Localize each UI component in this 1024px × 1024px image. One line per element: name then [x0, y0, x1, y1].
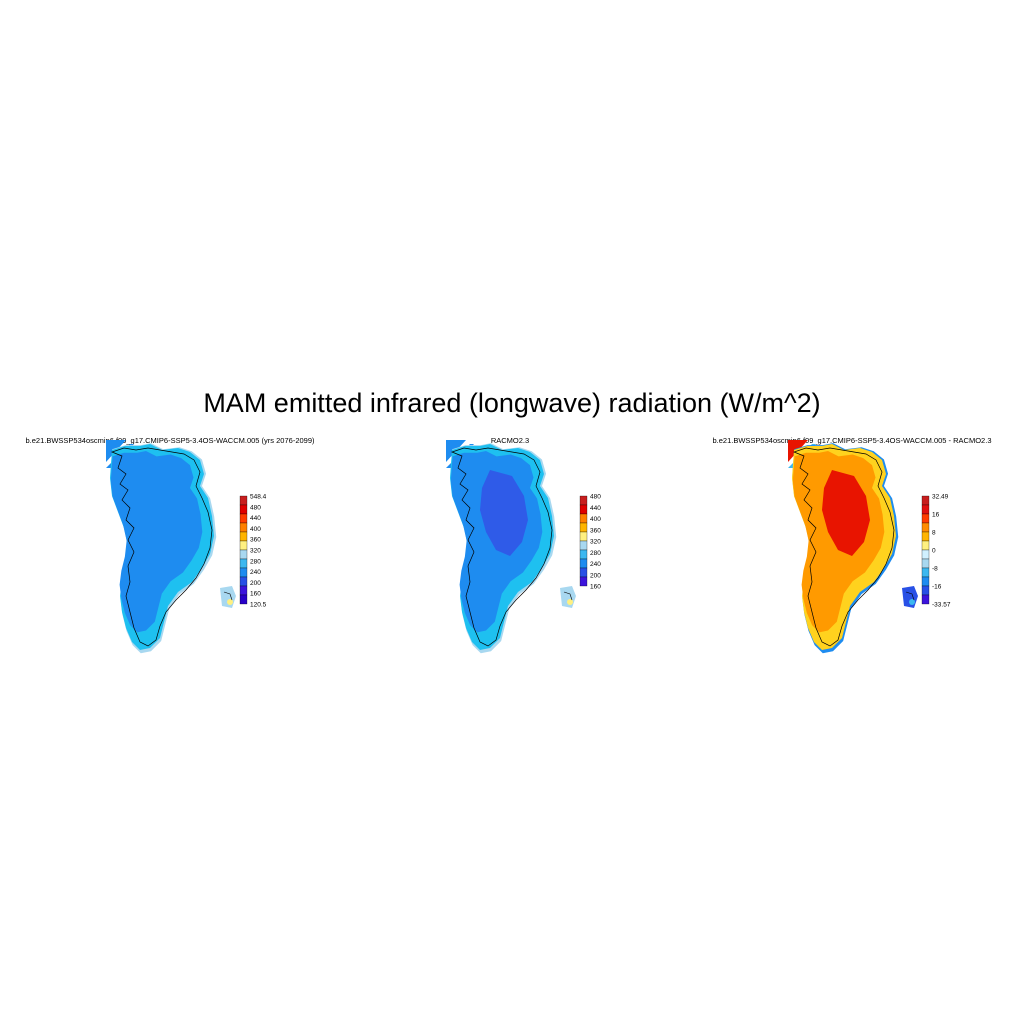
- colorbar-box: [921, 567, 930, 578]
- colorbar-tick-label: -8: [932, 566, 938, 573]
- island-coastline: [905, 591, 915, 601]
- colorbar-tick-label: 440: [250, 515, 261, 522]
- colorbar-box: [239, 540, 248, 551]
- panel-title-difference: b.e21.BWSSP534oscmip6.f09_g17.CMIP6-SSP5…: [712, 436, 992, 445]
- colorbar-tick-label: 548.4: [250, 494, 267, 501]
- colorbar-box: [239, 567, 248, 578]
- colorbar-box: [579, 513, 588, 524]
- colorbar-box: [921, 531, 930, 542]
- colorbar-box: [239, 495, 248, 506]
- colorbar-tick-label: 360: [590, 527, 601, 534]
- colorbar-tick-label: 360: [250, 537, 261, 544]
- panel-title-racmo: RACMO2.3: [490, 436, 530, 445]
- colorbar-tick-label: 280: [250, 558, 261, 565]
- coastline-contour: [792, 447, 895, 647]
- panel-title-model: b.e21.BWSSP534oscmip6.f09_g17.CMIP6-SSP5…: [25, 436, 315, 445]
- colorbar-tick-label: 440: [590, 505, 601, 512]
- island-highlight: [909, 599, 915, 605]
- colorbar-box: [921, 558, 930, 569]
- panel-model: b.e21.BWSSP534oscmip6.f09_g17.CMIP6-SSP5…: [0, 436, 340, 666]
- colorbar-box: [579, 576, 588, 587]
- colorbar-tick-label: 200: [590, 572, 601, 579]
- colorbar-box: [579, 540, 588, 551]
- island-highlight: [227, 599, 233, 605]
- colorbar-tick-label: 280: [590, 550, 601, 557]
- colorbar-box: [579, 504, 588, 515]
- figure-title: MAM emitted infrared (longwave) radiatio…: [203, 388, 821, 418]
- panel-difference: b.e21.BWSSP534oscmip6.f09_g17.CMIP6-SSP5…: [682, 436, 1022, 666]
- island-coastline: [563, 591, 573, 601]
- island-patch: [220, 586, 236, 608]
- colorbar-box: [579, 549, 588, 560]
- colorbar-tick-label: 120.5: [250, 602, 267, 609]
- colorbar-box: [921, 594, 930, 605]
- colorbar-box: [239, 558, 248, 569]
- ice-core-region: [822, 470, 870, 556]
- colorbar-tick-label: 32.49: [932, 494, 949, 501]
- colorbar-box: [921, 495, 930, 506]
- colorbar-box: [921, 576, 930, 587]
- colorbar-tick-label: 480: [250, 504, 261, 511]
- colorbar-box: [239, 549, 248, 560]
- ice-interior-region: [110, 451, 203, 633]
- colorbar-box: [579, 522, 588, 533]
- colorbar-box: [239, 585, 248, 596]
- greenland-map-difference: 32.49 16 8 0 -8 -16 -33.57: [788, 440, 951, 654]
- colorbar-box: [239, 522, 248, 533]
- colorbar-tick-label: 240: [250, 569, 261, 576]
- greenland-map-racmo: 480 440 400 360 320 280 240 200 160: [446, 440, 601, 654]
- colorbar-box: [579, 531, 588, 542]
- island-highlight: [567, 599, 573, 605]
- greenland-map-model: 548.4 480 440 400 360 320 280 240 200 160 120.5: [106, 440, 267, 654]
- colorbar-box: [239, 594, 248, 605]
- colorbar-tick-label: -33.57: [932, 602, 951, 609]
- colorbar-box: [921, 549, 930, 560]
- colorbar-box: [921, 585, 930, 596]
- ice-core-region: [480, 470, 528, 556]
- colorbar-tick-label: -16: [932, 584, 942, 591]
- colorbar-box: [921, 504, 930, 515]
- colorbar-tick-label: 8: [932, 530, 936, 537]
- colorbar-box: [921, 513, 930, 524]
- colorbar-tick-label: 480: [590, 494, 601, 501]
- colorbar-tick-label: 400: [250, 526, 261, 533]
- colorbar-box: [921, 522, 930, 533]
- colorbar-box: [579, 495, 588, 506]
- colorbar-tick-label: 200: [250, 580, 261, 587]
- colorbar-box: [579, 558, 588, 569]
- colorbar-tick-label: 400: [590, 516, 601, 523]
- colorbar-tick-label: 16: [932, 512, 940, 519]
- colorbar-box: [239, 513, 248, 524]
- colorbar-box: [579, 567, 588, 578]
- colorbar-tick-label: 160: [590, 584, 601, 591]
- colorbar-tick-label: 0: [932, 548, 936, 555]
- coastline-contour: [110, 447, 213, 647]
- island-coastline: [223, 591, 233, 601]
- colorbar-box: [921, 540, 930, 551]
- island-patch: [902, 586, 918, 608]
- island-patch: [560, 586, 576, 608]
- colorbar-tick-label: 240: [590, 561, 601, 568]
- colorbar-box: [239, 531, 248, 542]
- coastline-contour: [450, 447, 553, 647]
- colorbar-tick-label: 320: [590, 539, 601, 546]
- colorbar-box: [239, 504, 248, 515]
- colorbar-tick-label: 320: [250, 548, 261, 555]
- panel-racmo: RACMO2.3 480 440 400 360 320 280 240 200 160: [340, 436, 680, 666]
- colorbar-box: [239, 576, 248, 587]
- colorbar-tick-label: 160: [250, 591, 261, 598]
